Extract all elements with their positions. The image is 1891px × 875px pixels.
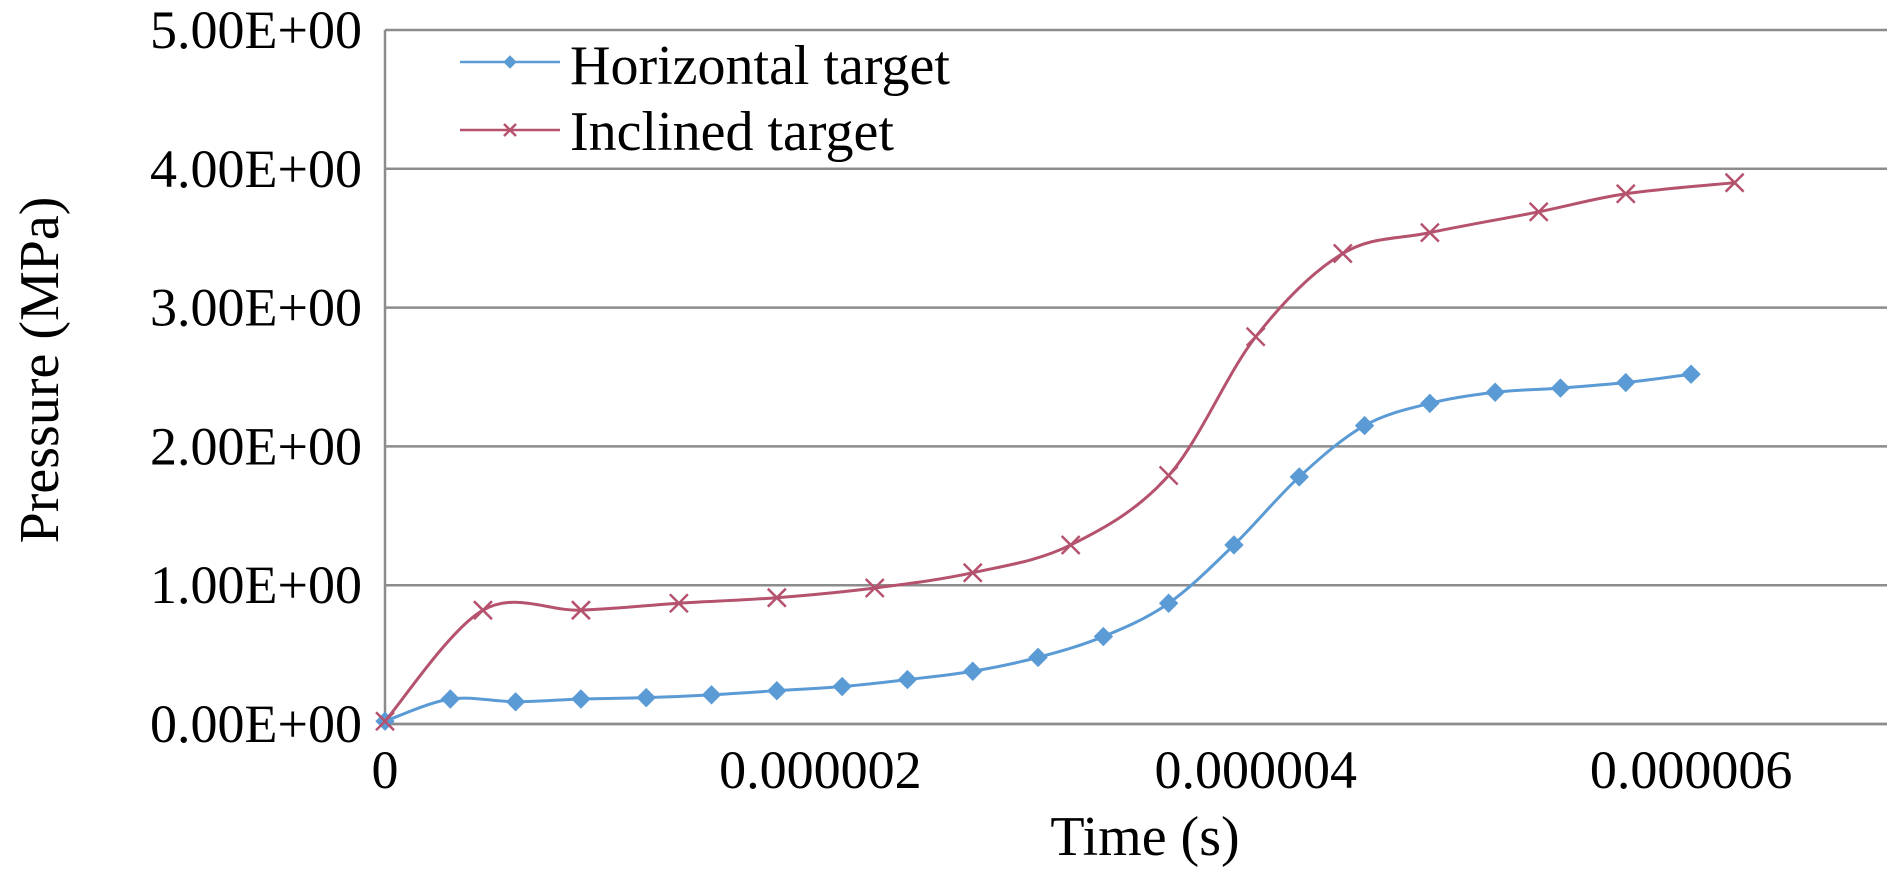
y-tick-label: 5.00E+00 (150, 0, 362, 60)
x-tick-labels: 0 0.000002 0.000004 0.000006 (372, 740, 1793, 800)
y-tick-label: 4.00E+00 (150, 139, 362, 199)
data-point-horizontal (701, 685, 722, 705)
axes (383, 30, 1887, 726)
series-line-inclined (383, 181, 1735, 723)
x-tick-label: 0 (372, 740, 399, 800)
data-point-horizontal (1158, 593, 1179, 613)
data-point-horizontal (1681, 364, 1701, 384)
data-point-inclined (1245, 326, 1266, 347)
data-point-horizontal (1289, 467, 1309, 487)
x-tick-label: 0.000004 (1154, 740, 1357, 800)
data-point-inclined (1419, 222, 1440, 243)
data-point-inclined (1158, 465, 1179, 486)
data-point-horizontal (1224, 535, 1244, 555)
y-tick-label: 2.00E+00 (150, 416, 362, 476)
data-point-horizontal (505, 692, 526, 712)
data-point-horizontal (1420, 393, 1440, 414)
y-axis-title: Pressure (MPa) (9, 197, 71, 544)
y-tick-label: 1.00E+00 (150, 555, 362, 615)
data-point-inclined (1060, 535, 1081, 555)
series-horizontal (375, 364, 1701, 731)
legend-item-inclined: Inclined target (460, 101, 894, 163)
data-point-horizontal (1485, 382, 1505, 402)
x-tick-label: 0.000002 (719, 740, 922, 800)
series-inclined (375, 172, 1745, 732)
data-point-inclined (1724, 172, 1745, 193)
data-point-horizontal (832, 676, 852, 697)
data-point-inclined (1528, 201, 1549, 222)
data-point-inclined (962, 562, 983, 583)
data-point-inclined (864, 578, 885, 598)
data-point-inclined (668, 593, 689, 614)
data-point-horizontal (897, 669, 918, 690)
legend-marker-inclined (503, 123, 517, 137)
legend-marker-glyph (503, 123, 517, 137)
data-point-inclined (473, 600, 493, 621)
y-tick-label: 0.00E+00 (150, 694, 362, 754)
data-point-horizontal (636, 687, 656, 708)
data-point-horizontal (1616, 372, 1636, 393)
series-line-horizontal (384, 372, 1692, 723)
data-point-horizontal (767, 680, 787, 701)
y-tick-labels: 0.00E+00 1.00E+00 2.00E+00 3.00E+00 4.00E+00… (150, 0, 362, 754)
data-point-horizontal (1093, 626, 1114, 647)
legend-marker-glyph (503, 55, 517, 69)
data-point-inclined (1615, 183, 1636, 204)
legend-marker-horizontal (503, 55, 517, 69)
legend-item-horizontal: Horizontal target (460, 35, 950, 97)
data-point-inclined (1332, 243, 1353, 264)
data-point-horizontal (1354, 415, 1375, 436)
data-point-horizontal (440, 689, 461, 709)
legend: Horizontal target Inclined target (460, 35, 950, 163)
data-point-inclined (571, 600, 591, 621)
x-axis-title: Time (s) (1050, 806, 1239, 868)
data-point-horizontal (571, 689, 591, 709)
data-point-horizontal (963, 661, 983, 681)
legend-label-horizontal: Horizontal target (570, 35, 950, 97)
data-point-horizontal (1028, 647, 1048, 668)
y-tick-label: 3.00E+00 (150, 278, 362, 338)
data-point-inclined (766, 587, 787, 608)
data-point-horizontal (1550, 378, 1571, 398)
x-tick-label: 0.000006 (1590, 740, 1793, 800)
data-point-inclined (375, 711, 395, 732)
series-group (375, 172, 1745, 732)
legend-label-inclined: Inclined target (570, 101, 894, 163)
